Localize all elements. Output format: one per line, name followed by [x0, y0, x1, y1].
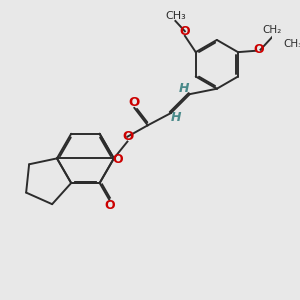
- Text: CH₃: CH₃: [165, 11, 186, 21]
- Text: O: O: [112, 153, 123, 166]
- Text: O: O: [129, 96, 140, 109]
- Text: O: O: [122, 130, 134, 143]
- Text: CH₃: CH₃: [283, 39, 300, 49]
- Text: O: O: [104, 199, 115, 212]
- Text: H: H: [170, 111, 181, 124]
- Text: H: H: [179, 82, 190, 95]
- Text: O: O: [180, 25, 190, 38]
- Text: O: O: [253, 43, 264, 56]
- Text: CH₂: CH₂: [262, 26, 281, 35]
